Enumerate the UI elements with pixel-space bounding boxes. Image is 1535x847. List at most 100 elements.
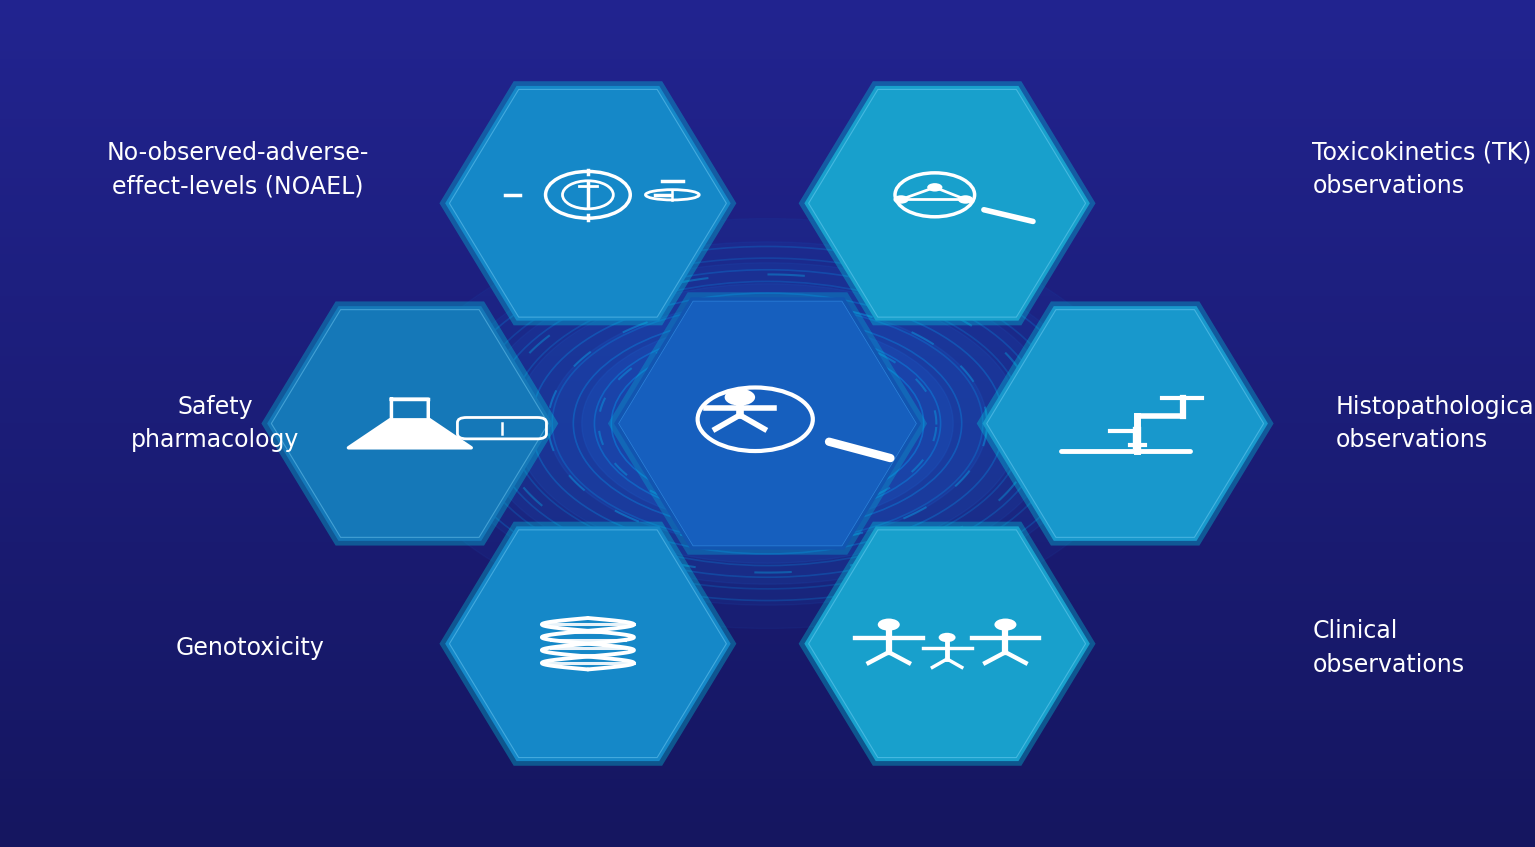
Bar bbox=[0, 279, 1535, 288]
Polygon shape bbox=[445, 86, 731, 321]
Bar bbox=[0, 558, 1535, 567]
Circle shape bbox=[938, 633, 956, 642]
Bar bbox=[0, 406, 1535, 415]
Bar bbox=[0, 685, 1535, 695]
Text: Histopathological
observations: Histopathological observations bbox=[1335, 395, 1535, 452]
Bar bbox=[0, 694, 1535, 703]
Polygon shape bbox=[798, 522, 1096, 766]
Bar bbox=[0, 194, 1535, 203]
Bar bbox=[0, 50, 1535, 59]
Bar bbox=[0, 440, 1535, 449]
Polygon shape bbox=[445, 526, 731, 761]
Bar bbox=[0, 33, 1535, 42]
Text: Genotoxicity: Genotoxicity bbox=[177, 636, 324, 660]
Bar bbox=[0, 584, 1535, 593]
Bar bbox=[0, 728, 1535, 737]
Bar bbox=[0, 313, 1535, 322]
Bar bbox=[0, 812, 1535, 822]
Bar bbox=[0, 448, 1535, 457]
Circle shape bbox=[396, 219, 1139, 628]
Bar bbox=[0, 550, 1535, 559]
Bar bbox=[0, 490, 1535, 500]
Bar bbox=[0, 42, 1535, 51]
Bar bbox=[0, 92, 1535, 102]
Bar bbox=[0, 372, 1535, 381]
Bar bbox=[0, 363, 1535, 373]
Polygon shape bbox=[619, 302, 916, 545]
Bar bbox=[0, 177, 1535, 186]
Bar bbox=[0, 473, 1535, 483]
Bar bbox=[0, 770, 1535, 779]
Bar bbox=[0, 262, 1535, 271]
Polygon shape bbox=[614, 297, 921, 550]
Bar bbox=[0, 169, 1535, 178]
Bar bbox=[0, 533, 1535, 542]
Bar bbox=[0, 609, 1535, 618]
Bar bbox=[0, 414, 1535, 424]
Text: No-observed-adverse-
effect-levels (NOAEL): No-observed-adverse- effect-levels (NOAE… bbox=[107, 141, 368, 198]
Bar bbox=[0, 516, 1535, 525]
Bar bbox=[0, 804, 1535, 813]
Bar bbox=[0, 160, 1535, 169]
Bar bbox=[0, 397, 1535, 407]
Bar bbox=[0, 296, 1535, 305]
Bar bbox=[0, 795, 1535, 805]
Bar bbox=[0, 389, 1535, 398]
Bar bbox=[0, 304, 1535, 313]
Polygon shape bbox=[976, 302, 1274, 545]
Bar bbox=[0, 838, 1535, 847]
Circle shape bbox=[927, 183, 942, 191]
Bar bbox=[0, 541, 1535, 551]
Circle shape bbox=[893, 196, 909, 203]
Bar bbox=[0, 829, 1535, 839]
Bar bbox=[0, 423, 1535, 432]
Polygon shape bbox=[261, 302, 559, 545]
Polygon shape bbox=[608, 292, 927, 555]
Circle shape bbox=[725, 389, 755, 406]
Polygon shape bbox=[439, 522, 737, 766]
Bar bbox=[0, 711, 1535, 720]
Bar bbox=[0, 431, 1535, 440]
Circle shape bbox=[476, 263, 1059, 584]
Bar bbox=[0, 329, 1535, 339]
Bar bbox=[0, 380, 1535, 390]
Bar bbox=[0, 457, 1535, 466]
Bar bbox=[0, 219, 1535, 229]
Text: Clinical
observations: Clinical observations bbox=[1312, 619, 1464, 677]
Bar bbox=[0, 592, 1535, 601]
Bar bbox=[0, 253, 1535, 263]
Bar bbox=[0, 135, 1535, 144]
Bar bbox=[0, 626, 1535, 635]
Bar bbox=[0, 321, 1535, 330]
Bar bbox=[0, 202, 1535, 212]
Text: Safety
pharmacology: Safety pharmacology bbox=[130, 395, 299, 452]
Text: Toxicokinetics (TK)
observations: Toxicokinetics (TK) observations bbox=[1312, 141, 1532, 198]
Bar bbox=[0, 25, 1535, 34]
Bar bbox=[0, 287, 1535, 296]
Bar bbox=[0, 677, 1535, 686]
Bar bbox=[0, 761, 1535, 771]
Polygon shape bbox=[267, 306, 553, 541]
Circle shape bbox=[548, 302, 987, 545]
Bar bbox=[0, 245, 1535, 254]
Bar bbox=[0, 719, 1535, 728]
Bar bbox=[0, 651, 1535, 661]
Bar bbox=[0, 499, 1535, 508]
Circle shape bbox=[995, 618, 1016, 631]
Bar bbox=[0, 753, 1535, 762]
Bar bbox=[0, 702, 1535, 711]
Bar bbox=[0, 617, 1535, 627]
Bar bbox=[0, 507, 1535, 517]
Polygon shape bbox=[804, 86, 1090, 321]
Polygon shape bbox=[348, 418, 471, 448]
Bar bbox=[0, 152, 1535, 161]
Bar bbox=[0, 668, 1535, 678]
Bar bbox=[0, 346, 1535, 356]
Bar bbox=[0, 143, 1535, 152]
Polygon shape bbox=[439, 81, 737, 325]
Bar bbox=[0, 524, 1535, 534]
Bar bbox=[0, 567, 1535, 576]
Bar bbox=[0, 109, 1535, 119]
Bar bbox=[0, 778, 1535, 788]
Bar bbox=[0, 575, 1535, 584]
